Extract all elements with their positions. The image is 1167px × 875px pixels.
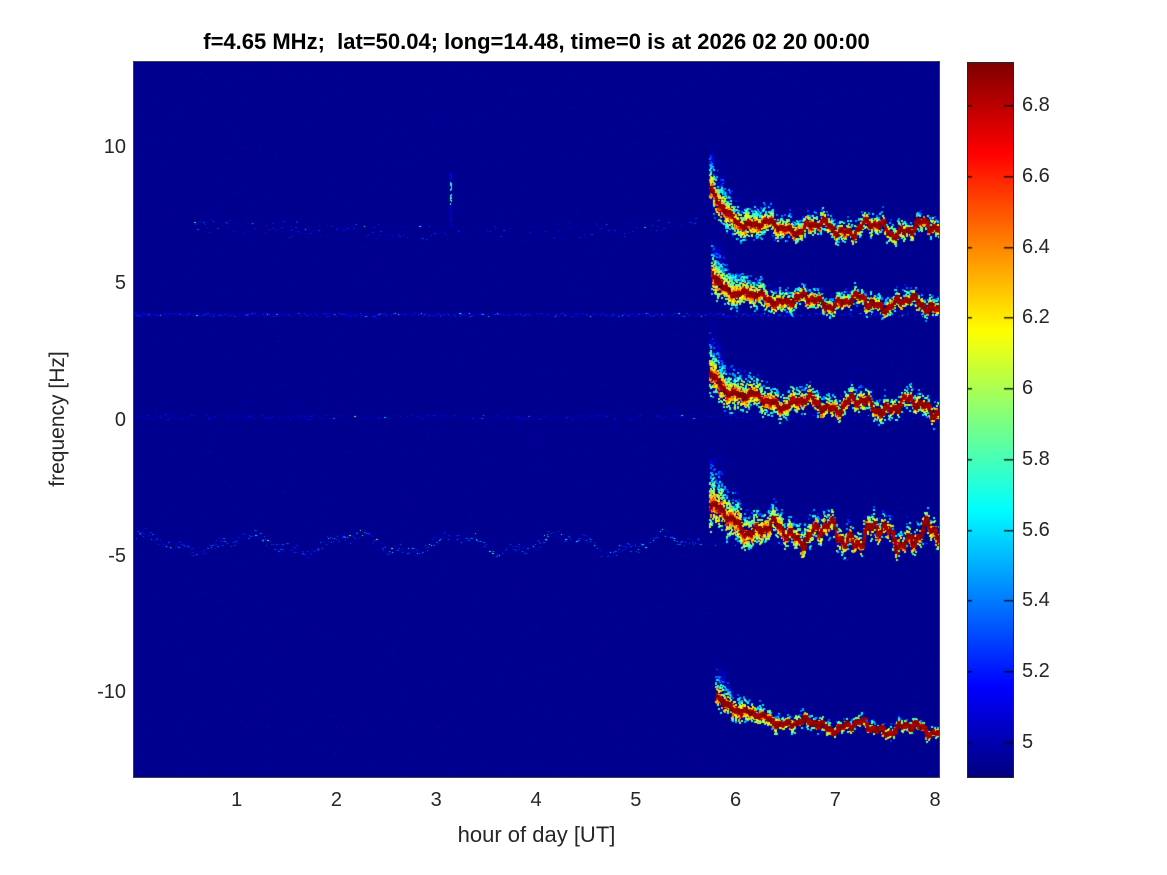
y-tick-label: -5 xyxy=(108,544,126,567)
y-tick-label: 5 xyxy=(114,272,126,295)
x-tick-label: 7 xyxy=(829,789,841,811)
x-axis-label: hour of day [UT] xyxy=(457,822,616,847)
colorbar-tick-label: 6.8 xyxy=(1022,94,1050,117)
colorbar-tick-label: 5.6 xyxy=(1022,518,1050,541)
y-tick-label: 10 xyxy=(103,135,126,158)
x-tick-label: 8 xyxy=(929,789,941,811)
x-tick-label: 3 xyxy=(430,789,442,811)
plot-title: f=4.65 MHz; lat=50.04; long=14.48, time=… xyxy=(203,29,870,54)
x-tick-label: 4 xyxy=(530,789,542,811)
colorbar-tick-label: 5.8 xyxy=(1022,447,1050,470)
y-tick-label: 0 xyxy=(114,408,126,431)
colorbar-tick-label: 6.2 xyxy=(1022,306,1050,329)
colorbar-tick-label: 6.4 xyxy=(1022,235,1050,258)
y-tick-label: -10 xyxy=(97,681,126,704)
colorbar-tick-label: 6.6 xyxy=(1022,165,1050,188)
colorbar-tick-label: 5.4 xyxy=(1022,589,1050,612)
colorbar-tick-label: 5.2 xyxy=(1022,659,1050,682)
x-tick-label: 2 xyxy=(330,789,343,811)
colorbar-tick-label: 6 xyxy=(1022,377,1034,400)
colorbar-tick-label: 5 xyxy=(1022,730,1034,753)
x-tick-label: 6 xyxy=(729,789,742,811)
x-tick-label: 5 xyxy=(630,789,642,811)
x-tick-label: 1 xyxy=(231,789,243,811)
colorbar-canvas xyxy=(967,62,1014,778)
spectrogram-canvas xyxy=(133,61,940,778)
